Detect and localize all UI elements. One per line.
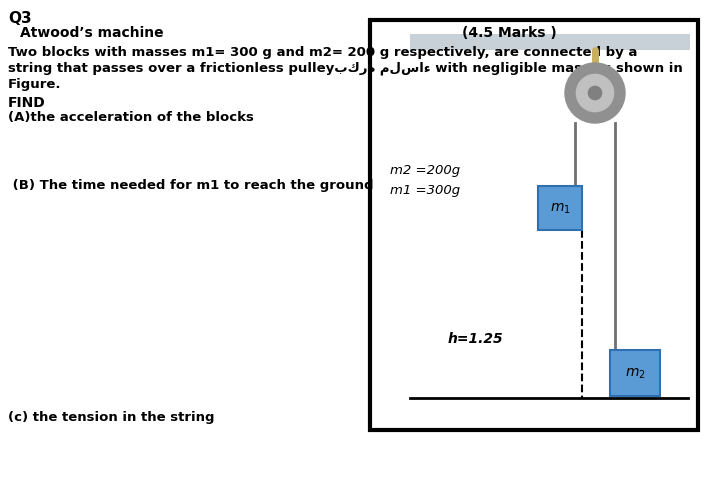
Circle shape (576, 75, 614, 112)
Text: $m_1$: $m_1$ (550, 202, 570, 216)
Text: Q3: Q3 (8, 11, 31, 26)
Polygon shape (370, 21, 698, 430)
Text: Two blocks with masses m1= 300 g and m2= 200 g respectively, are connected by a: Two blocks with masses m1= 300 g and m2=… (8, 46, 637, 59)
Text: (4.5 Marks ): (4.5 Marks ) (462, 26, 557, 40)
Text: Atwood’s machine: Atwood’s machine (20, 26, 163, 40)
Circle shape (588, 87, 602, 101)
Text: (B) The time needed for m1 to reach the ground: (B) The time needed for m1 to reach the … (8, 179, 374, 192)
Text: (A)the acceleration of the blocks: (A)the acceleration of the blocks (8, 111, 254, 124)
Text: FIND: FIND (8, 96, 46, 110)
Text: h=1.25: h=1.25 (448, 331, 503, 346)
FancyBboxPatch shape (610, 350, 660, 396)
FancyBboxPatch shape (538, 186, 582, 230)
Text: string that passes over a frictionless pulleyبكرة ملساء with negligible mass as : string that passes over a frictionless p… (8, 62, 683, 75)
Text: Figure.: Figure. (8, 78, 61, 91)
FancyBboxPatch shape (410, 35, 690, 51)
Text: (c) the tension in the string: (c) the tension in the string (8, 410, 215, 423)
Text: m1 =300g: m1 =300g (390, 183, 460, 197)
Text: m2 =200g: m2 =200g (390, 163, 460, 177)
Circle shape (565, 64, 625, 124)
Text: $m_2$: $m_2$ (625, 366, 645, 381)
